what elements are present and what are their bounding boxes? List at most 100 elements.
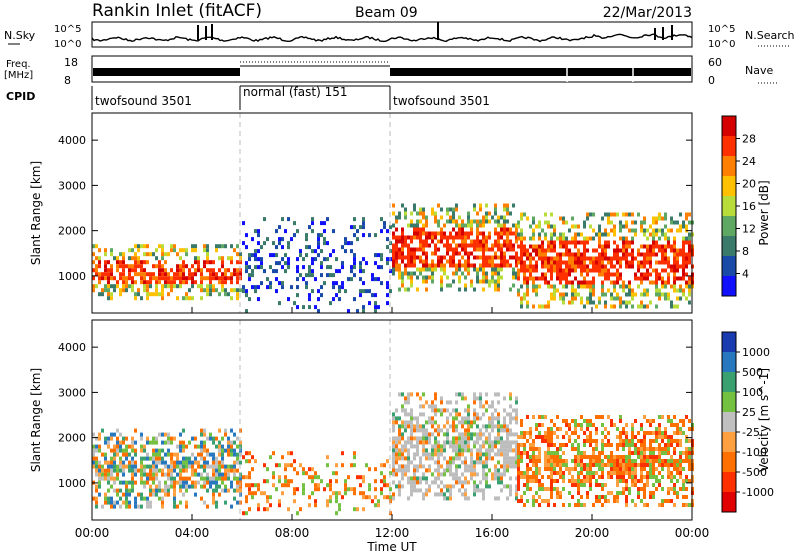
- heatmap-cell: [500, 247, 503, 252]
- heatmap-cell: [125, 456, 128, 461]
- heatmap-cell: [194, 272, 197, 277]
- heatmap-cell: [550, 284, 553, 289]
- heatmap-cell: [652, 447, 655, 451]
- heatmap-cell: [413, 444, 416, 449]
- heatmap-cell: [631, 431, 634, 435]
- heatmap-cell: [616, 268, 619, 273]
- heatmap-cell: [200, 284, 203, 289]
- heatmap-cell: [431, 263, 434, 268]
- heatmap-cell: [161, 432, 164, 437]
- heatmap-cell: [401, 392, 404, 397]
- heatmap-cell: [227, 472, 230, 477]
- heatmap-cell: [574, 467, 577, 471]
- heatmap-cell: [500, 259, 503, 264]
- heatmap-cell: [407, 440, 410, 445]
- heatmap-cell: [458, 488, 461, 493]
- heatmap-cell: [170, 280, 173, 285]
- heatmap-cell: [485, 392, 488, 397]
- heatmap-cell: [410, 247, 413, 252]
- heatmap-cell: [221, 476, 224, 481]
- heatmap-cell: [631, 264, 634, 269]
- heatmap-cell: [191, 264, 194, 269]
- heatmap-cell: [607, 220, 610, 225]
- heatmap-cell: [515, 464, 518, 469]
- heatmap-cell: [470, 243, 473, 248]
- heatmap-cell: [383, 495, 386, 500]
- heatmap-cell: [482, 247, 485, 252]
- heatmap-cell: [473, 255, 476, 260]
- heatmap-cell: [122, 260, 125, 265]
- heatmap-cell: [640, 423, 643, 427]
- heatmap-cell: [491, 267, 494, 272]
- heatmap-cell: [634, 272, 637, 277]
- heatmap-cell: [529, 447, 532, 451]
- heatmap-cell: [497, 255, 500, 260]
- heatmap-cell: [380, 217, 383, 222]
- heatmap-cell: [110, 468, 113, 473]
- heatmap-cell: [497, 235, 500, 240]
- heatmap-cell: [640, 272, 643, 277]
- heatmap-cell: [263, 217, 266, 222]
- heatmap-cell: [452, 460, 455, 465]
- heatmap-cell: [535, 252, 538, 257]
- heatmap-cell: [643, 467, 646, 471]
- heatmap-cell: [628, 475, 631, 479]
- heatmap-cell: [119, 504, 122, 509]
- heatmap-cell: [601, 268, 604, 273]
- heatmap-cell: [476, 243, 479, 248]
- heatmap-cell: [383, 221, 386, 226]
- heatmap-cell: [179, 488, 182, 493]
- heatmap-cell: [479, 448, 482, 453]
- heatmap-cell: [350, 265, 353, 270]
- heatmap-cell: [544, 415, 547, 419]
- heatmap-cell: [317, 483, 320, 488]
- heatmap-cell: [682, 224, 685, 229]
- heatmap-cell: [610, 475, 613, 479]
- heatmap-cell: [667, 236, 670, 241]
- heatmap-cell: [197, 256, 200, 261]
- heatmap-cell: [185, 484, 188, 489]
- heatmap-cell: [547, 260, 550, 265]
- heatmap-cell: [673, 491, 676, 495]
- heatmap-cell: [218, 484, 221, 489]
- heatmap-cell: [155, 456, 158, 461]
- heatmap-cell: [437, 231, 440, 236]
- heatmap-cell: [413, 452, 416, 457]
- heatmap-cell: [526, 415, 529, 419]
- heatmap-cell: [257, 285, 260, 290]
- heatmap-cell: [619, 228, 622, 233]
- heatmap-cell: [515, 496, 518, 501]
- heatmap-cell: [110, 264, 113, 269]
- heatmap-cell: [470, 239, 473, 244]
- heatmap-cell: [550, 276, 553, 281]
- heatmap-cell: [643, 244, 646, 249]
- heatmap-cell: [497, 275, 500, 280]
- heatmap-cell: [116, 476, 119, 481]
- heatmap-cell: [410, 412, 413, 417]
- heatmap-cell: [515, 251, 518, 256]
- heatmap-cell: [362, 257, 365, 262]
- heatmap-cell: [631, 459, 634, 463]
- heatmap-cell: [670, 471, 673, 475]
- heatmap-cell: [464, 460, 467, 465]
- heatmap-cell: [122, 464, 125, 469]
- heatmap-cell: [592, 288, 595, 293]
- heatmap-cell: [182, 484, 185, 489]
- heatmap-cell: [158, 272, 161, 277]
- heatmap-cell: [329, 499, 332, 504]
- heatmap-cell: [526, 252, 529, 257]
- heatmap-cell: [535, 455, 538, 459]
- heatmap-cell: [146, 280, 149, 285]
- heatmap-cell: [500, 472, 503, 477]
- heatmap-cell: [565, 240, 568, 245]
- heatmap-cell: [494, 251, 497, 256]
- heatmap-cell: [577, 503, 580, 507]
- heatmap-cell: [119, 432, 122, 437]
- heatmap-cell: [658, 288, 661, 293]
- heatmap-cell: [224, 276, 227, 281]
- heatmap-cell: [95, 272, 98, 277]
- heatmap-cell: [512, 283, 515, 288]
- heatmap-cell: [95, 268, 98, 273]
- heatmap-cell: [643, 304, 646, 309]
- heatmap-cell: [167, 464, 170, 469]
